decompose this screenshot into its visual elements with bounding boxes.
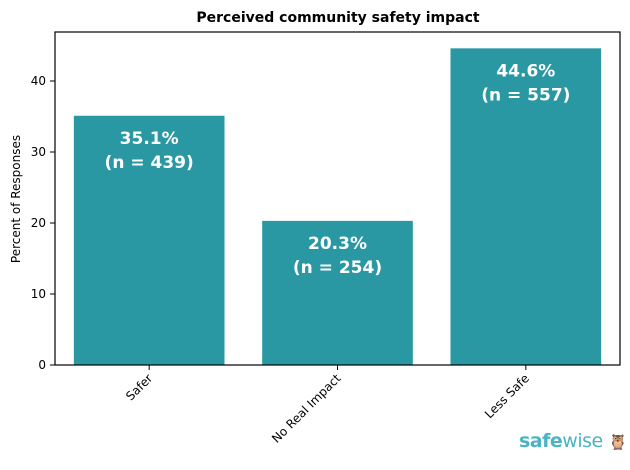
data-label: 44.6%	[496, 61, 555, 81]
y-axis-label: Percent of Responses	[9, 135, 23, 263]
safewise-logo: safewise 🦉	[519, 430, 628, 452]
bar-safer	[73, 115, 225, 365]
y-tick-label: 20	[31, 216, 46, 230]
bar-no-real-impact	[262, 220, 413, 365]
data-label: 35.1%	[120, 129, 179, 149]
x-tick-label: Safer	[123, 371, 155, 403]
plot-frame	[54, 31, 621, 366]
y-tick-label: 40	[31, 74, 46, 88]
y-tick-label: 30	[31, 145, 46, 159]
data-label: (n = 439)	[105, 153, 194, 173]
data-label: (n = 254)	[293, 258, 382, 278]
chart-title: Perceived community safety impact	[196, 10, 480, 26]
x-tick-label: Less Safe	[482, 371, 532, 421]
x-tick-label: No Real Impact	[269, 371, 344, 446]
bar-less-safe	[450, 48, 602, 365]
y-tick-label: 0	[38, 358, 46, 372]
owl-icon: 🦉	[608, 433, 628, 451]
data-label: (n = 557)	[481, 85, 570, 105]
y-tick-label: 10	[31, 287, 46, 301]
data-label: 20.3%	[308, 234, 367, 254]
